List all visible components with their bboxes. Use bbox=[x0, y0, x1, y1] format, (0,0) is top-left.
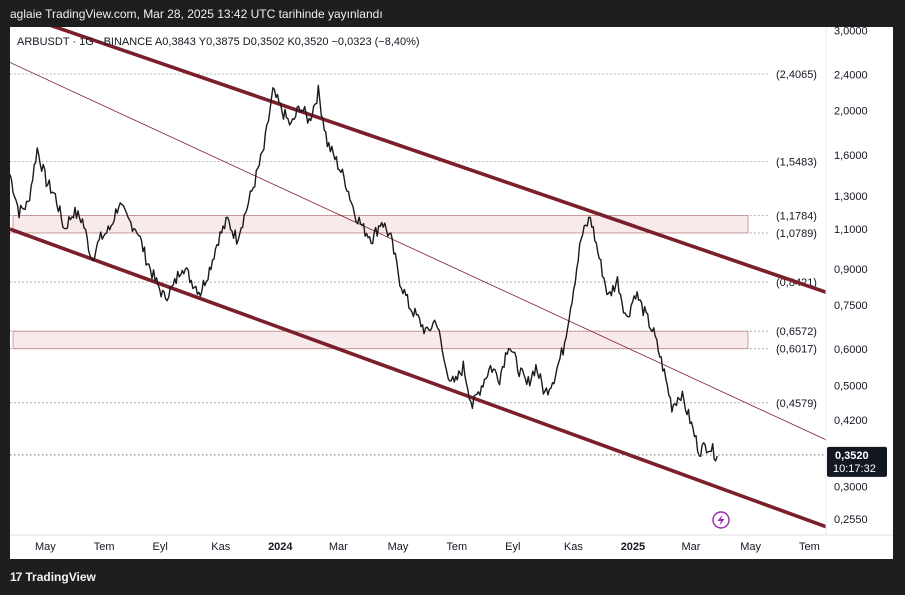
x-tick-label: May bbox=[388, 541, 409, 553]
level-label: (0,6017) bbox=[776, 344, 817, 356]
x-tick-label: May bbox=[35, 541, 56, 553]
zone-rect bbox=[12, 330, 749, 350]
y-tick-label: 0,9000 bbox=[834, 264, 868, 276]
price-badge-value: 0,3520 bbox=[835, 450, 869, 462]
level-label: (0,6572) bbox=[776, 326, 817, 338]
x-tick-label: Eyl bbox=[505, 541, 520, 553]
axes: 3,0000 2,4000 2,0000 1,6000 1,3000 1,1000 0,90… bbox=[10, 25, 893, 553]
y-tick-label: 1,6000 bbox=[834, 150, 868, 162]
y-tick-label: 0,7500 bbox=[834, 300, 868, 312]
x-tick-label: Tem bbox=[94, 541, 115, 553]
price-chart[interactable]: (2,4065)(1,5483)(1,1784)(1,0789)(0,8421)… bbox=[9, 9, 893, 559]
tradingview-logo-icon: 17 bbox=[10, 570, 22, 584]
channel-lower-line bbox=[9, 227, 827, 529]
flash-icon-bolt bbox=[717, 514, 725, 526]
x-tick-label: Kas bbox=[211, 541, 230, 553]
y-tick-label: 0,2550 bbox=[834, 514, 868, 526]
tradingview-brand[interactable]: 17 TradingView bbox=[10, 570, 96, 584]
publish-info: aglaie TradingView.com, Mar 28, 2025 13:… bbox=[10, 7, 383, 21]
level-lines: (2,4065)(1,5483)(1,1784)(1,0789)(0,8421)… bbox=[10, 69, 817, 410]
level-label: (0,4579) bbox=[776, 398, 817, 410]
level-label: (1,0789) bbox=[776, 228, 817, 240]
y-tick-label: 0,5000 bbox=[834, 380, 868, 392]
y-tick-label: 0,6000 bbox=[834, 344, 868, 356]
y-tick-label: 2,0000 bbox=[834, 106, 868, 118]
x-tick-label: Mar bbox=[329, 541, 348, 553]
price-series bbox=[9, 84, 826, 462]
y-tick-label: 1,3000 bbox=[834, 191, 868, 203]
channel bbox=[9, 9, 827, 529]
y-tick-label: 3,0000 bbox=[834, 27, 868, 37]
bottom-bar bbox=[0, 559, 905, 595]
y-tick-label: 1,1000 bbox=[834, 224, 868, 236]
x-tick-label: Tem bbox=[446, 541, 467, 553]
level-label: (1,1784) bbox=[776, 210, 817, 222]
y-tick-label: 0,3000 bbox=[834, 482, 868, 494]
top-bar: aglaie TradingView.com, Mar 28, 2025 13:… bbox=[0, 0, 905, 27]
x-tick-label: Tem bbox=[799, 541, 820, 553]
price-badge[interactable] bbox=[827, 446, 887, 477]
x-tick-label: Mar bbox=[681, 541, 700, 553]
x-tick-label: 2025 bbox=[621, 541, 645, 553]
channel-mid-line bbox=[9, 62, 827, 441]
x-tick-label: Kas bbox=[564, 541, 583, 553]
x-tick-label: Eyl bbox=[153, 541, 168, 553]
flash-icon-circle bbox=[712, 511, 730, 529]
y-tick-label: 0,4200 bbox=[834, 415, 868, 427]
x-tick-label: 2024 bbox=[268, 541, 293, 553]
level-label: (1,5483) bbox=[776, 156, 817, 168]
flash-icon[interactable] bbox=[712, 511, 730, 529]
y-tick-label: 2,4000 bbox=[834, 69, 868, 81]
level-label: (2,4065) bbox=[776, 69, 817, 81]
price-line bbox=[9, 84, 718, 462]
symbol-info: ARBUSDT · 1G · BINANCE A0,3843 Y0,3875 D… bbox=[17, 36, 420, 48]
brand-label: TradingView bbox=[25, 570, 96, 584]
chart-frame: (2,4065)(1,5483)(1,1784)(1,0789)(0,8421)… bbox=[9, 9, 893, 559]
price-badge-countdown: 10:17:32 bbox=[833, 463, 876, 475]
channel-upper-line bbox=[9, 9, 827, 294]
x-tick-label: May bbox=[740, 541, 761, 553]
